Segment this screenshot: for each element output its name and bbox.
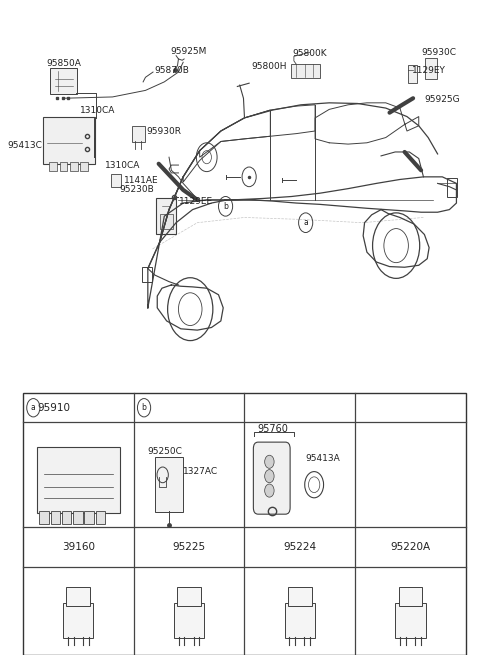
Text: 1310CA: 1310CA [80, 105, 115, 115]
Text: 95925G: 95925G [424, 95, 460, 104]
FancyBboxPatch shape [49, 162, 57, 171]
Text: a: a [31, 403, 36, 412]
FancyBboxPatch shape [425, 58, 437, 79]
FancyBboxPatch shape [408, 65, 417, 83]
FancyBboxPatch shape [60, 162, 67, 171]
FancyBboxPatch shape [84, 511, 94, 524]
FancyBboxPatch shape [96, 511, 105, 524]
FancyBboxPatch shape [288, 588, 312, 606]
Text: 39160: 39160 [62, 542, 95, 552]
FancyBboxPatch shape [291, 64, 320, 78]
Text: 1129EE: 1129EE [179, 197, 213, 206]
FancyBboxPatch shape [81, 162, 88, 171]
Text: 95760: 95760 [257, 424, 288, 434]
FancyBboxPatch shape [177, 588, 201, 606]
FancyBboxPatch shape [50, 511, 60, 524]
Text: 1141AE: 1141AE [124, 176, 158, 185]
FancyBboxPatch shape [50, 68, 77, 94]
FancyBboxPatch shape [156, 198, 176, 234]
FancyBboxPatch shape [398, 588, 422, 606]
FancyBboxPatch shape [155, 457, 183, 512]
Text: 95250C: 95250C [148, 447, 183, 457]
FancyBboxPatch shape [43, 117, 95, 164]
Text: 95413C: 95413C [7, 141, 42, 150]
FancyBboxPatch shape [174, 603, 204, 638]
Text: 95224: 95224 [284, 542, 317, 552]
Text: 95930C: 95930C [421, 48, 456, 57]
FancyBboxPatch shape [62, 511, 71, 524]
Text: 1129EY: 1129EY [412, 66, 445, 75]
Text: 95230B: 95230B [119, 185, 154, 195]
Text: 1310CA: 1310CA [106, 161, 141, 170]
FancyBboxPatch shape [70, 162, 78, 171]
FancyBboxPatch shape [396, 603, 426, 638]
FancyBboxPatch shape [37, 447, 120, 514]
Text: 95220A: 95220A [391, 542, 431, 552]
FancyBboxPatch shape [160, 214, 173, 229]
FancyBboxPatch shape [66, 588, 90, 606]
Circle shape [264, 484, 274, 497]
FancyBboxPatch shape [39, 511, 48, 524]
FancyBboxPatch shape [253, 442, 290, 514]
Text: 95225: 95225 [173, 542, 206, 552]
Text: 95870B: 95870B [154, 66, 189, 75]
Circle shape [264, 470, 274, 483]
FancyBboxPatch shape [132, 126, 144, 142]
FancyBboxPatch shape [73, 511, 83, 524]
Text: 95930R: 95930R [146, 126, 181, 136]
Text: 95800H: 95800H [252, 62, 287, 71]
Circle shape [264, 455, 274, 468]
FancyBboxPatch shape [285, 603, 315, 638]
Text: b: b [142, 403, 146, 412]
Text: a: a [303, 218, 308, 227]
Text: 95850A: 95850A [46, 59, 81, 68]
FancyBboxPatch shape [63, 603, 94, 638]
FancyBboxPatch shape [111, 174, 121, 187]
Text: 95910: 95910 [37, 403, 70, 413]
Text: 95413A: 95413A [306, 454, 340, 463]
Text: 1327AC: 1327AC [183, 467, 218, 476]
Text: 95800K: 95800K [292, 49, 327, 58]
Text: b: b [223, 202, 228, 211]
Text: 95925M: 95925M [170, 47, 207, 56]
